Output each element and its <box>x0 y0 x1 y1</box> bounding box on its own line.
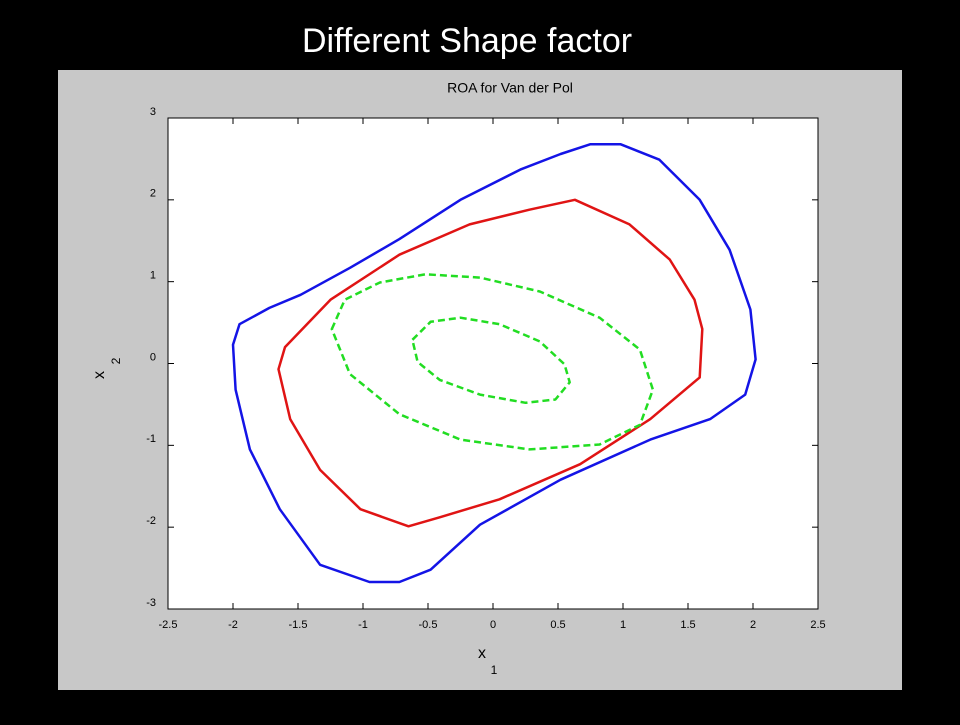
y-axis-label-subscript: 2 <box>109 357 123 364</box>
contour-line <box>411 316 571 405</box>
plot-layer: -2.5 -2 -1.5 -1 -0.5 0 0.5 1 1.5 2 2.5 -3 -2 -1 0 1 2 3 <box>146 106 825 631</box>
x-tick-label: 1.5 <box>680 619 695 631</box>
contour-line <box>330 273 655 451</box>
y-tick-label: 1 <box>150 270 156 282</box>
x-axis-label-subscript: 1 <box>491 663 498 677</box>
x-tick-label: 0.5 <box>550 619 565 631</box>
y-axis-label: x <box>91 371 108 379</box>
x-tick-label: -2 <box>228 619 238 631</box>
x-axis-label: x <box>478 645 486 662</box>
contour-line <box>231 142 757 584</box>
plot-area <box>167 117 819 610</box>
x-tick-label: -1 <box>358 619 368 631</box>
x-tick-label: -2.5 <box>159 619 178 631</box>
x-tick-label: -0.5 <box>419 619 438 631</box>
y-tick-label: 0 <box>150 351 156 363</box>
slide-title: Different Shape factor <box>302 22 632 60</box>
x-tick-label: 1 <box>620 619 626 631</box>
chart-title: ROA for Van der Pol <box>447 80 573 96</box>
y-tick-label: 3 <box>150 106 156 118</box>
y-tick-label: 2 <box>150 188 156 200</box>
x-tick-label: 2 <box>750 619 756 631</box>
y-tick-label: -1 <box>146 433 156 445</box>
contour-line <box>277 198 704 528</box>
x-tick-label: 0 <box>490 619 496 631</box>
y-tick-label: -3 <box>146 597 156 609</box>
x-tick-label: 2.5 <box>810 619 825 631</box>
y-tick-label: -2 <box>146 515 156 527</box>
x-tick-label: -1.5 <box>289 619 308 631</box>
